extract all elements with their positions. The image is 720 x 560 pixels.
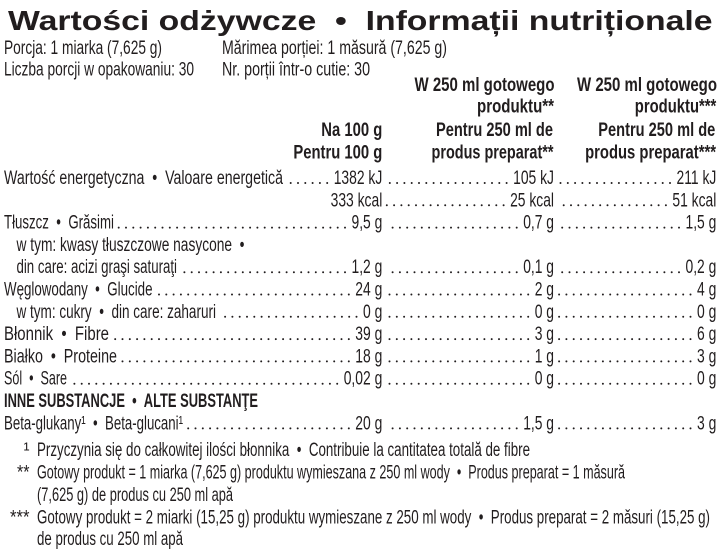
svg-text:w tym: cukry • din care: zah: w tym: cukry • din care: zaharuri [16, 302, 216, 323]
svg-text:51 kcal: 51 kcal [672, 190, 716, 211]
svg-text:Węglowodany • Glucide: Węglowodany • Glucide [4, 280, 153, 301]
svg-text:Pentru 100 g: Pentru 100 g [293, 142, 382, 163]
svg-text:1 g: 1 g [535, 346, 554, 367]
svg-text:1382 kJ: 1382 kJ [334, 168, 383, 189]
svg-text:1,5 g: 1,5 g [523, 413, 554, 434]
svg-text:4 g: 4 g [697, 280, 716, 301]
svg-text:W 250 ml gotowego: W 250 ml gotowego [577, 75, 717, 96]
svg-text:Sól • Sare: Sól • Sare [4, 369, 67, 390]
svg-text:3 g: 3 g [697, 346, 716, 367]
svg-text:2 g: 2 g [535, 280, 554, 301]
svg-text:Beta-glukany¹ • Beta-glucani: Beta-glukany¹ • Beta-glucani¹ [4, 413, 183, 434]
svg-text:Pentru 250 ml de: Pentru 250 ml de [436, 120, 553, 141]
svg-text:Gotowy produkt = 1 miarka (7,6: Gotowy produkt = 1 miarka (7,625 g) prod… [37, 463, 625, 484]
svg-text:0,1 g: 0,1 g [523, 257, 554, 278]
svg-text:24 g: 24 g [355, 280, 382, 301]
svg-text:333 kcal: 333 kcal [331, 190, 383, 211]
svg-text:Białko • Proteine: Białko • Proteine [4, 346, 117, 367]
svg-text:produktu**: produktu** [477, 97, 554, 118]
svg-text:211 kJ: 211 kJ [677, 168, 717, 189]
svg-text:Tłuszcz • Grăsimi: Tłuszcz • Grăsimi [4, 213, 114, 234]
svg-text:Wartość energetyczna • Valoa: Wartość energetyczna • Valoare energetic… [4, 168, 283, 189]
svg-text:9,5 g: 9,5 g [352, 213, 383, 234]
svg-text:0 g: 0 g [697, 369, 716, 390]
svg-text:produs preparat***: produs preparat*** [585, 142, 716, 163]
svg-text:0 g: 0 g [363, 302, 382, 323]
svg-text:20 g: 20 g [355, 413, 382, 434]
svg-text:Gotowy produkt = 2 miarki (15,: Gotowy produkt = 2 miarki (15,25 g) prod… [37, 507, 710, 528]
svg-text:**: ** [17, 463, 30, 484]
svg-text:0 g: 0 g [697, 302, 716, 323]
svg-text:1,5 g: 1,5 g [686, 213, 717, 234]
svg-text:3 g: 3 g [697, 413, 716, 434]
svg-text:(7,625 g) de produs cu 250 ml: (7,625 g) de produs cu 250 ml apă [37, 485, 233, 506]
svg-text:W 250 ml gotowego: W 250 ml gotowego [415, 75, 555, 96]
svg-text:Na 100 g: Na 100 g [321, 120, 382, 141]
svg-text:105 kJ: 105 kJ [513, 168, 554, 189]
svg-text:Nr. porții într-o cutie: 30: Nr. porții într-o cutie: 30 [222, 60, 370, 81]
svg-text:Błonnik • Fibre: Błonnik • Fibre [4, 324, 109, 345]
svg-text:3 g: 3 g [535, 324, 554, 345]
svg-text:INNE SUBSTANCJE • ALTE SUBST: INNE SUBSTANCJE • ALTE SUBSTANŢE [4, 391, 258, 412]
svg-text:Liczba porcji w opakowaniu: 30: Liczba porcji w opakowaniu: 30 [4, 60, 194, 81]
svg-text:Przyczynia się do całkowitej i: Przyczynia się do całkowitej ilości błon… [37, 440, 530, 461]
svg-text:***: *** [10, 507, 30, 528]
svg-text:6 g: 6 g [697, 324, 716, 345]
svg-text:¹: ¹ [24, 440, 30, 461]
svg-text:Mărimea porției: 1 măsură (7,6: Mărimea porției: 1 măsură (7,625 g) [222, 38, 447, 59]
svg-text:produs preparat**: produs preparat** [432, 142, 554, 163]
svg-text:Porcja: 1 miarka (7,625 g): Porcja: 1 miarka (7,625 g) [4, 38, 162, 59]
svg-text:1,2 g: 1,2 g [352, 257, 383, 278]
svg-text:Wartości odżywcze • Informaț: Wartości odżywcze • Informații nutrițion… [8, 5, 713, 36]
svg-text:din care: acizi graşi saturaţi: din care: acizi graşi saturaţi [17, 257, 178, 278]
svg-text:Pentru 250 ml de: Pentru 250 ml de [598, 120, 715, 141]
svg-text:0,02 g: 0,02 g [344, 369, 383, 390]
svg-text:0 g: 0 g [535, 369, 554, 390]
svg-text:25 kcal: 25 kcal [510, 190, 554, 211]
svg-text:produktu***: produktu*** [635, 97, 717, 118]
svg-text:0,7 g: 0,7 g [523, 213, 554, 234]
svg-text:39 g: 39 g [355, 324, 382, 345]
svg-text:18 g: 18 g [355, 346, 382, 367]
svg-text:0 g: 0 g [535, 302, 554, 323]
svg-text:0,2 g: 0,2 g [686, 257, 717, 278]
svg-text:de produs cu 250 ml apă: de produs cu 250 ml apă [37, 529, 183, 550]
svg-text:w tym: kwasy tłuszczowe nasyco: w tym: kwasy tłuszczowe nasycone • [16, 235, 245, 256]
